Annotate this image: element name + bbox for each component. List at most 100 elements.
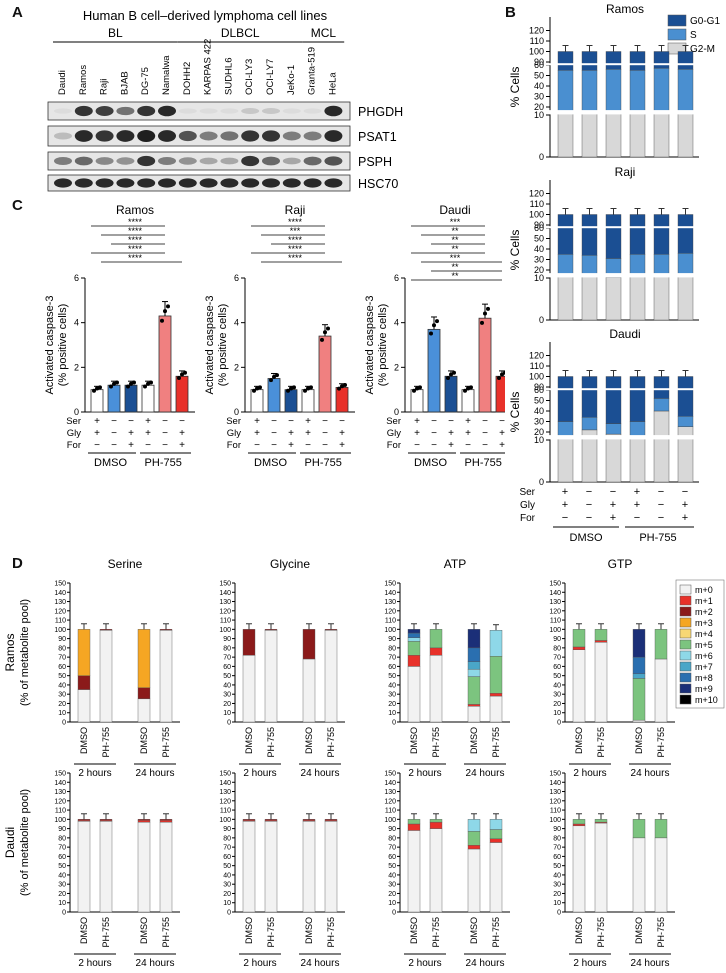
y-tick-label: 50 — [534, 234, 544, 244]
bar-segment — [324, 820, 338, 913]
data-point — [115, 380, 119, 385]
bar — [267, 378, 281, 413]
y-tick-label: 4 — [394, 318, 399, 328]
chart-title: Serine — [108, 557, 143, 571]
bar-segment — [594, 629, 608, 641]
data-point — [92, 388, 96, 393]
bar — [175, 375, 189, 413]
bar-segment — [489, 819, 503, 830]
blot-band — [282, 178, 301, 188]
legend-swatch — [679, 584, 692, 595]
y-tick-label: 70 — [388, 845, 396, 852]
group-label: PH-755 — [465, 457, 502, 469]
y-axis-label: Activated caspase-3 — [204, 295, 216, 394]
y-tick-label: 0 — [62, 910, 66, 917]
bar-segment — [264, 820, 278, 913]
y-tick-label: 50 — [534, 71, 544, 81]
bar-segment — [159, 819, 173, 821]
condition-sign: + — [562, 486, 568, 498]
bar-segment — [99, 819, 113, 821]
y-tick-label: 6 — [394, 273, 399, 283]
data-point — [343, 382, 347, 387]
y-axis-label: % Cells — [508, 67, 522, 108]
y-tick-label: 140 — [384, 780, 396, 787]
bar-segment — [77, 629, 91, 676]
y-tick-label: 6 — [234, 273, 239, 283]
bar-segment — [467, 706, 481, 723]
data-point — [503, 370, 505, 375]
treatment-label: DMSO — [409, 727, 419, 754]
legend-box — [675, 579, 725, 709]
y-tick-label: 100 — [384, 627, 396, 634]
condition-sign: − — [254, 440, 260, 451]
significance-label: ** — [451, 262, 459, 272]
condition-sign: − — [271, 416, 277, 427]
y-tick-label: 90 — [553, 826, 561, 833]
bar-segment — [489, 838, 503, 843]
y-tick-label: 100 — [529, 47, 544, 57]
bar-segment — [557, 421, 574, 438]
legend-swatch — [679, 617, 692, 628]
bar-segment — [467, 819, 481, 832]
bar-segment — [407, 823, 421, 831]
data-point — [95, 386, 99, 391]
y-tick-label: 150 — [54, 581, 66, 588]
condition-label: Ser — [226, 416, 241, 427]
bar — [124, 384, 138, 413]
bar-segment — [629, 376, 646, 422]
y-axis-label: Activated caspase-3 — [44, 295, 56, 394]
legend-swatch — [679, 628, 692, 639]
y-tick-label: 30 — [553, 882, 561, 889]
condition-sign: − — [162, 428, 168, 439]
lane-label: DOHH2 — [182, 62, 193, 95]
lane-label: OCI-LY7 — [265, 59, 276, 95]
condition-sign: − — [431, 440, 437, 451]
y-tick-label: 60 — [534, 60, 544, 70]
data-point — [269, 378, 273, 383]
group-label: DMSO — [254, 457, 287, 469]
y-tick-label: 120 — [384, 608, 396, 615]
y-tick-label: 130 — [54, 599, 66, 606]
condition-sign: + — [128, 428, 134, 439]
data-point — [146, 381, 150, 386]
bar-segment — [677, 416, 694, 427]
bar-segment — [429, 819, 443, 823]
bar-segment — [557, 254, 574, 276]
bar-segment — [489, 656, 503, 694]
treatment-label: DMSO — [139, 917, 149, 944]
y-tick-label: 40 — [534, 81, 544, 91]
data-point — [126, 384, 130, 389]
y-tick-label: 100 — [529, 210, 544, 220]
condition-sign: − — [322, 416, 328, 427]
data-point — [183, 370, 187, 375]
y-tick-label: 90 — [534, 220, 544, 230]
blot-band — [95, 178, 114, 188]
chart-title: GTP — [608, 557, 633, 571]
bar-segment — [302, 629, 316, 660]
bar-segment — [429, 647, 443, 656]
y-tick-label: 70 — [58, 845, 66, 852]
bar — [284, 389, 298, 413]
bar-segment — [489, 842, 503, 913]
data-point — [252, 388, 256, 393]
axis-break — [545, 388, 701, 391]
bar — [107, 384, 121, 413]
bar-segment — [242, 655, 256, 723]
bar — [318, 335, 332, 413]
bar-segment — [467, 668, 481, 677]
blot-band — [137, 178, 156, 188]
time-label: 2 hours — [243, 958, 276, 969]
data-point — [486, 306, 490, 311]
y-tick-label: 90 — [534, 382, 544, 392]
condition-sign: − — [322, 428, 328, 439]
y-tick-label: 20 — [534, 102, 544, 112]
y-tick-label: 0 — [392, 720, 396, 727]
bar-segment — [654, 658, 668, 723]
time-label: 2 hours — [573, 958, 606, 969]
y-axis-label: (% of metabolite pool) — [19, 599, 31, 706]
y-tick-label: 10 — [58, 710, 66, 717]
bar-segment — [653, 67, 670, 112]
bar — [427, 328, 441, 413]
bar-segment — [429, 821, 443, 829]
blot-band — [282, 131, 301, 141]
